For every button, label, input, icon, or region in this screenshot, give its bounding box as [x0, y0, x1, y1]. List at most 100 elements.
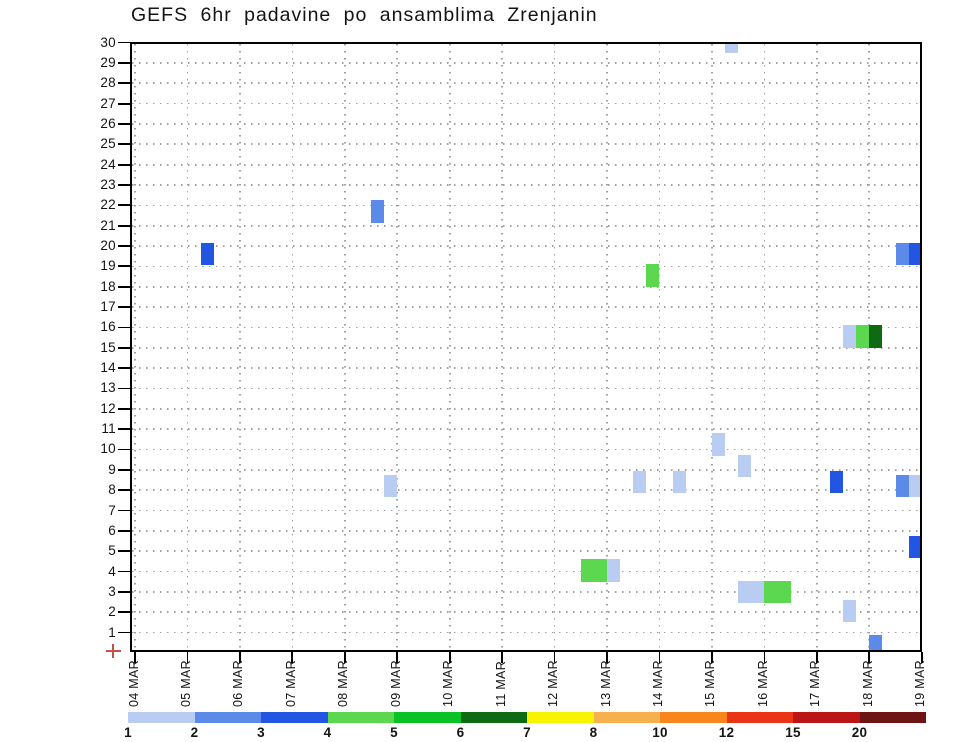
y-tick-label: 26	[100, 115, 116, 131]
v-gridline	[134, 44, 136, 650]
h-gridline	[132, 530, 920, 532]
h-gridline	[132, 62, 920, 64]
h-gridline	[132, 184, 920, 186]
colorbar-segment	[327, 712, 394, 723]
precip-cell	[869, 635, 883, 651]
v-gridline	[239, 44, 241, 650]
v-gridline	[396, 44, 399, 650]
colorbar-segment	[793, 712, 860, 723]
x-tick	[868, 652, 871, 663]
v-gridline	[553, 44, 556, 650]
y-tick	[118, 326, 131, 329]
v-gridline	[816, 44, 818, 650]
v-gridline	[606, 44, 608, 650]
h-gridline	[132, 489, 920, 492]
v-gridline	[763, 44, 766, 650]
y-tick	[118, 529, 131, 532]
h-gridline	[132, 265, 920, 268]
h-gridline	[132, 631, 920, 634]
precip-cell	[725, 42, 739, 53]
y-tick	[118, 245, 131, 247]
precip-cell	[371, 200, 385, 223]
y-tick-label: 20	[100, 238, 116, 254]
y-tick	[118, 123, 131, 125]
precip-cell	[777, 580, 791, 604]
precip-cell	[908, 474, 922, 498]
precip-cell	[908, 535, 922, 559]
x-tick	[711, 652, 713, 663]
x-tick	[186, 652, 189, 663]
x-tick	[501, 652, 504, 663]
y-tick	[118, 204, 131, 207]
v-gridline	[658, 44, 661, 650]
y-tick-label: 12	[100, 400, 116, 416]
h-gridline	[132, 591, 920, 593]
precip-cell	[856, 325, 870, 348]
precip-cell	[738, 454, 752, 477]
colorbar-label: 8	[589, 725, 598, 740]
y-tick	[118, 41, 131, 44]
v-gridline	[448, 44, 451, 650]
h-gridline	[132, 346, 920, 349]
precip-cell	[200, 242, 214, 266]
y-tick-label: 9	[108, 461, 116, 477]
precip-cell	[672, 470, 686, 494]
y-tick	[118, 285, 131, 288]
x-tick	[134, 652, 136, 663]
y-tick	[118, 448, 131, 451]
x-tick	[448, 652, 451, 663]
y-tick	[118, 631, 131, 634]
precip-cell	[869, 325, 883, 348]
y-tick	[118, 570, 131, 573]
y-tick-label: 18	[100, 278, 116, 294]
colorbar-segment	[394, 712, 461, 723]
colorbar-segment	[593, 712, 660, 723]
y-tick	[118, 591, 131, 593]
precip-cell	[895, 242, 909, 266]
origin-red-tick-vertical	[112, 644, 114, 658]
y-tick	[118, 184, 131, 186]
y-tick	[118, 611, 131, 614]
y-tick	[118, 224, 131, 227]
h-gridline	[132, 245, 920, 247]
precip-cell	[829, 470, 844, 494]
precip-cell	[593, 559, 608, 582]
x-tick	[658, 652, 661, 663]
y-tick-label: 29	[100, 54, 116, 70]
precip-cell	[580, 559, 594, 582]
y-tick-label: 13	[100, 380, 116, 396]
h-gridline	[132, 407, 920, 410]
x-tick	[239, 652, 241, 663]
y-tick-label: 6	[108, 522, 116, 538]
colorbar-segment	[660, 712, 727, 723]
precip-cell	[843, 325, 857, 348]
h-gridline	[132, 611, 920, 614]
colorbar-segment	[527, 712, 594, 723]
h-gridline	[132, 143, 920, 146]
x-tick	[920, 652, 923, 663]
y-tick	[118, 550, 131, 553]
y-tick-label: 4	[108, 563, 116, 579]
plot-frame	[130, 42, 922, 652]
colorbar-label: 2	[190, 725, 199, 740]
x-tick	[763, 652, 766, 663]
y-tick-label: 22	[100, 197, 116, 213]
y-tick-label: 19	[100, 258, 116, 274]
precip-cell	[646, 264, 660, 287]
y-tick-label: 14	[100, 360, 116, 376]
y-tick-label: 5	[108, 543, 116, 559]
colorbar-segment	[128, 712, 195, 723]
v-gridline	[711, 44, 713, 650]
y-tick	[118, 407, 131, 410]
x-tick	[815, 652, 818, 663]
x-tick	[553, 652, 556, 663]
precip-cell	[843, 600, 857, 623]
colorbar-segment	[726, 712, 793, 723]
y-tick	[118, 346, 131, 349]
y-tick	[118, 509, 131, 512]
